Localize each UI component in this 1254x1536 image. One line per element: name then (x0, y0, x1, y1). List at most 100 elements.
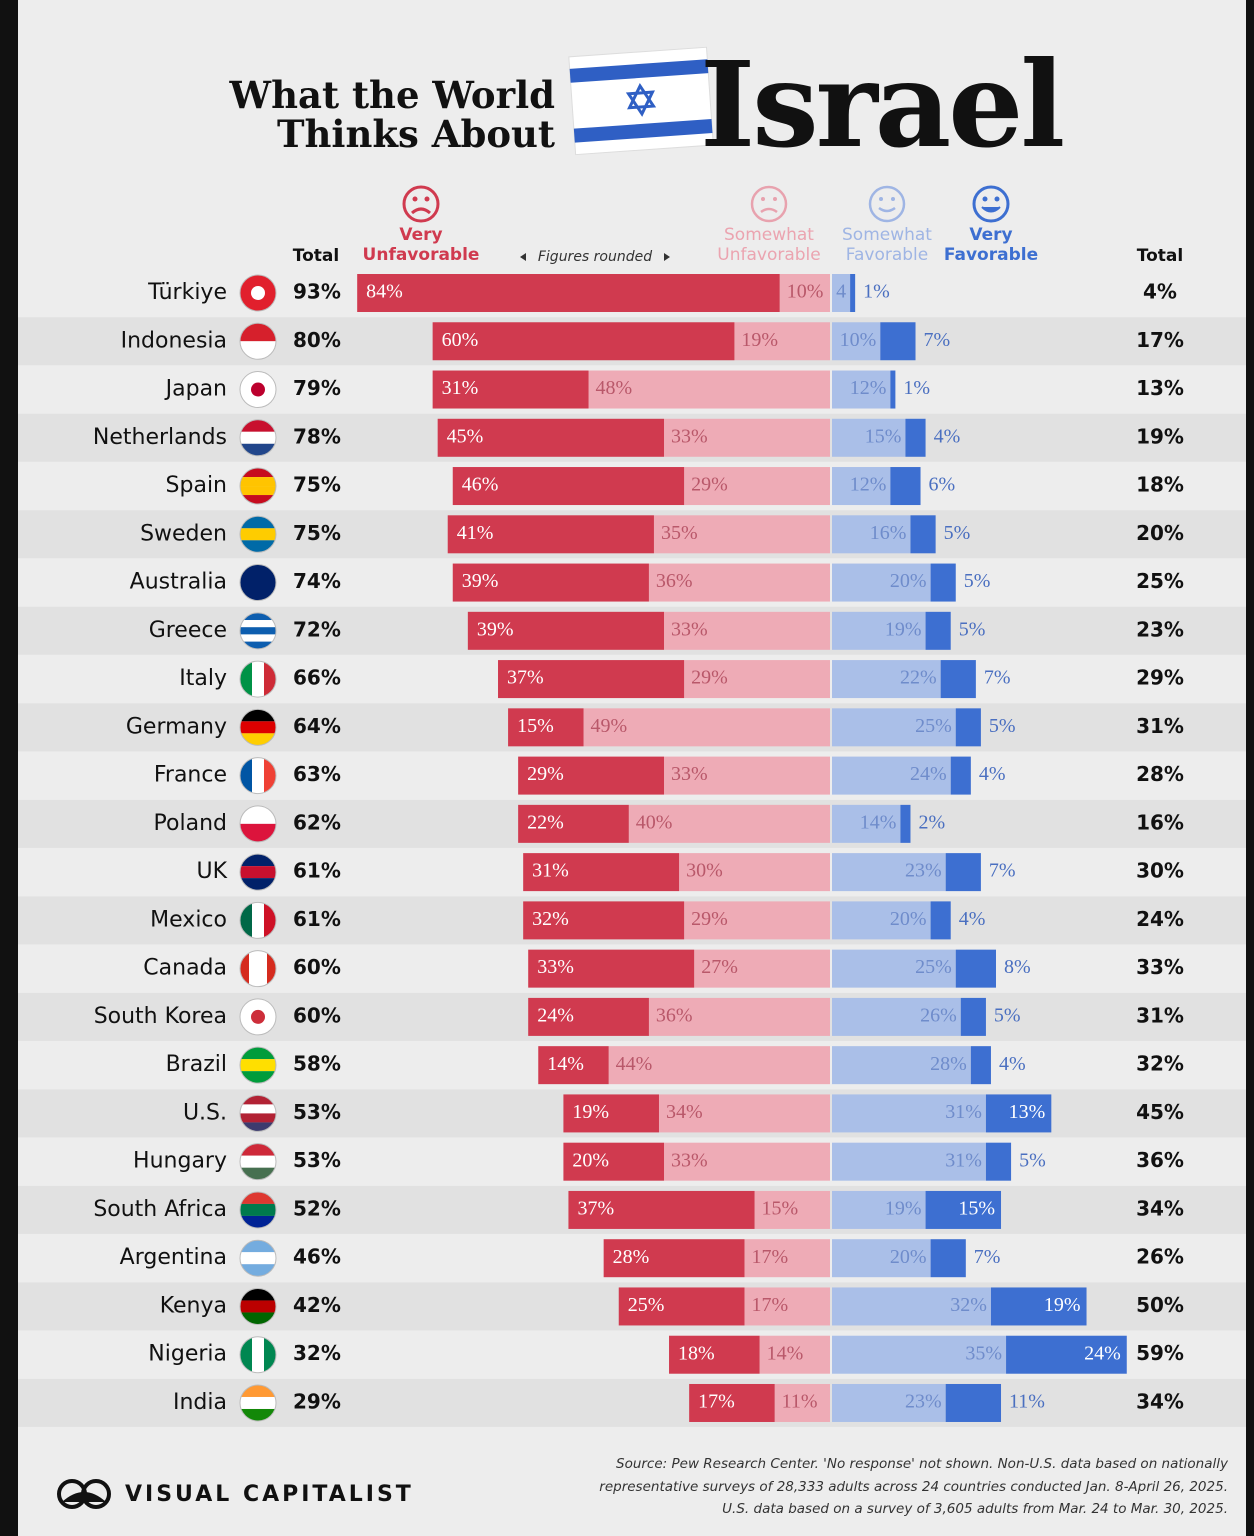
bar-segment (563, 1094, 659, 1133)
bar-label: 40% (636, 811, 673, 833)
bar-segment (669, 1335, 760, 1374)
flag-stripe (240, 641, 276, 649)
total-favorable: 31% (1136, 1003, 1184, 1027)
bar-segment (832, 1094, 986, 1133)
bar-label: 19% (741, 329, 778, 351)
flag-stripe (240, 1240, 276, 1253)
flag-ring (239, 950, 277, 988)
bar-label: 33% (671, 425, 708, 447)
total-unfavorable: 93% (293, 280, 341, 304)
total-unfavorable: 58% (293, 1052, 341, 1076)
bar-segment (679, 853, 830, 892)
bar-segment (832, 1383, 946, 1422)
note-arrow (664, 253, 670, 261)
flag-ring (239, 805, 277, 843)
bar-segment (832, 563, 931, 602)
total-unfavorable: 52% (293, 1196, 341, 1220)
flag-stripe (240, 823, 276, 842)
bar-label: 30% (686, 860, 723, 882)
flag-stripe (240, 443, 276, 456)
bar-label: 17% (751, 1246, 788, 1268)
flag-stripe (240, 1408, 276, 1421)
bar-label: 24% (910, 763, 947, 785)
flag-ring (239, 901, 277, 939)
bar-segment (432, 370, 589, 409)
flag (240, 564, 276, 601)
bar-segment (832, 997, 961, 1036)
bar-label: 29% (691, 474, 728, 496)
flag-stripe (240, 1312, 276, 1325)
bar-segment (759, 1335, 830, 1374)
bar-segment (467, 611, 665, 650)
bar-label: 5% (994, 1004, 1021, 1026)
flag-stripe (240, 1167, 276, 1180)
total-header: Total (293, 246, 339, 266)
bar-label: 19% (885, 1198, 922, 1220)
legend-label: Very Favorable (943, 225, 1039, 265)
flag (240, 1288, 276, 1325)
bar-label: 46% (462, 474, 499, 496)
bar-label: 31% (442, 377, 479, 399)
flag (240, 468, 276, 505)
total-favorable: 45% (1136, 1100, 1184, 1124)
bar-label: 4% (979, 763, 1006, 785)
bar-segment (930, 901, 951, 940)
total-favorable: 34% (1136, 1389, 1184, 1413)
bar-label: 7% (924, 329, 951, 351)
flag-ring (239, 1046, 277, 1084)
category-label: Japan (164, 377, 227, 402)
bar-segment (890, 370, 896, 409)
bar-segment (832, 274, 851, 312)
bar-segment (832, 1239, 931, 1278)
bar-segment (955, 708, 981, 747)
bar-label: 37% (577, 1198, 614, 1220)
bar-segment (583, 708, 830, 747)
bar-segment (518, 804, 629, 843)
flag-stripe (240, 709, 276, 722)
total-favorable: 18% (1136, 473, 1184, 497)
flag-stripe (240, 431, 276, 444)
bar-label: 34% (666, 1101, 703, 1123)
flag-dot (251, 382, 265, 397)
total-unfavorable: 61% (293, 907, 341, 931)
flag-stripe (240, 468, 276, 478)
flag-stripe (240, 1300, 276, 1313)
bar-label: 24% (1084, 1342, 1121, 1364)
category-label: UK (196, 859, 227, 884)
bar-segment (985, 1094, 1052, 1133)
bar-segment (950, 756, 971, 795)
bar-label: 36% (656, 1004, 693, 1026)
brand-logo (57, 1479, 111, 1509)
flag-stripe (240, 486, 276, 496)
flag-stripe (240, 564, 276, 601)
bar-segment (930, 563, 956, 602)
bar-label: 14% (547, 1053, 584, 1075)
bar-segment (970, 1046, 991, 1085)
flag-ring (239, 1191, 277, 1229)
flag-stripe (240, 878, 276, 891)
total-unfavorable: 64% (293, 714, 341, 738)
bar-segment (648, 563, 830, 602)
israel-flag (568, 46, 714, 156)
flag-ring (239, 1287, 277, 1325)
flag-stripe (240, 950, 249, 987)
category-label: Indonesia (121, 328, 227, 353)
flag-stripe (240, 1104, 276, 1114)
bar-label: 15% (517, 715, 554, 737)
bar-segment (684, 901, 830, 940)
bar-segment (832, 1142, 986, 1181)
bar-label: 33% (671, 763, 708, 785)
total-unfavorable: 75% (293, 521, 341, 545)
bar-segment (985, 1142, 1012, 1181)
category-label: Hungary (133, 1149, 227, 1174)
category-label: France (154, 763, 227, 788)
flag-ring (239, 419, 277, 457)
bar-segment (608, 1046, 830, 1085)
bar-segment (850, 274, 856, 312)
bar-segment (437, 418, 665, 457)
category-label: Sweden (140, 521, 227, 546)
brand: VISUAL CAPITALIST (125, 1482, 414, 1507)
bar-segment (528, 997, 649, 1036)
bar-segment (452, 467, 685, 506)
total-favorable: 19% (1136, 424, 1184, 448)
